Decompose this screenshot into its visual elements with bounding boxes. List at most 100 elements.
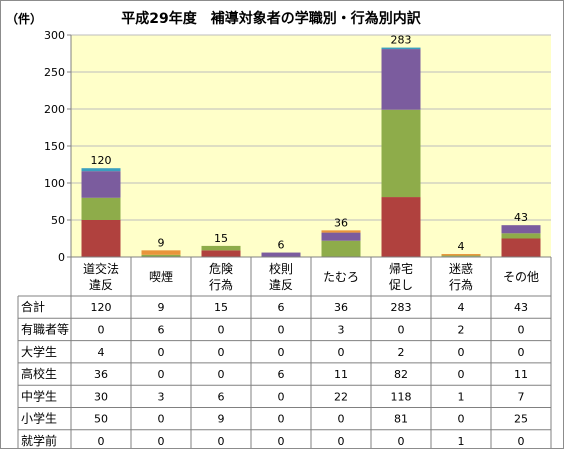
table-cell: 0 [278,413,285,426]
table-cell: 82 [394,368,408,381]
category-label: 迷惑 [449,262,473,276]
table-cell: 0 [278,323,285,336]
y-tick-label: 100 [44,177,65,190]
table-cell: 36 [334,301,348,314]
bar-segment [81,197,121,220]
table-cell: 0 [278,390,285,403]
table-cell: 283 [391,301,412,314]
bar-total-label: 9 [158,236,165,249]
table-cell: 0 [218,323,225,336]
table-cell: 7 [518,390,525,403]
y-tick-label: 250 [44,66,65,79]
table-row-label: 合計 [21,299,45,314]
table-cell: 0 [398,323,405,336]
grid-lines [71,34,551,221]
bar-segment [501,238,541,257]
table-cell: 30 [94,390,108,403]
bar-segment [201,250,241,257]
table-cell: 2 [458,323,465,336]
table-cell: 0 [398,435,405,448]
table-cell: 1 [458,390,465,403]
bar-segment [141,250,181,255]
category-label: 違反 [269,278,293,292]
table-cell: 0 [458,413,465,426]
total-labels: 120 9 15 6 36 283 4 43 [91,34,529,253]
table-cell: 0 [98,435,105,448]
table-cell: 0 [518,435,525,448]
y-tick-label: 0 [58,251,65,264]
table-cell: 9 [218,413,225,426]
y-tick-label: 50 [51,214,65,227]
table-cell: 9 [158,301,165,314]
bar-segment [321,240,361,257]
table-row-label: 大学生 [21,344,57,359]
bar-segment [261,252,301,257]
bar-segment [141,254,181,257]
bars [81,47,541,258]
bar-segment [381,47,421,50]
table-cell: 4 [458,301,465,314]
category-label: 違反 [89,278,113,292]
table-cell: 3 [338,323,345,336]
bar-segment [321,232,361,241]
table-cell: 0 [158,368,165,381]
table-row-label: 小学生 [21,411,57,426]
table-cell: 0 [278,435,285,448]
chart-title: 平成29年度 補導対象者の学職別・行為別内訳 [121,10,421,27]
table-cell: 22 [334,390,348,403]
category-label: その他 [503,270,539,284]
bar-segment [501,225,541,234]
y-tick-label: 300 [44,29,65,42]
table-cell: 6 [278,368,285,381]
table-cell: 0 [338,435,345,448]
bar-total-label: 4 [458,240,465,253]
category-label: 行為 [209,278,233,292]
bar-segment [381,49,421,110]
table-cell: 25 [514,413,528,426]
table-cell: 0 [218,368,225,381]
table-row-label: 就学前 [21,433,57,448]
bar-segment [81,220,121,257]
bar-segment [81,168,121,172]
bar-total-label: 15 [214,232,228,245]
bar-segment [201,245,241,251]
bar-total-label: 283 [391,34,412,47]
table-cell: 50 [94,413,108,426]
bar-total-label: 43 [514,211,528,224]
bar-segment [81,171,121,198]
category-label: 行為 [449,278,473,292]
table-cell: 1 [458,435,465,448]
table-cell: 0 [218,435,225,448]
table-cell: 15 [214,301,228,314]
table-row-label: 中学生 [21,388,57,403]
table-cell: 2 [398,346,405,359]
table-cell: 11 [334,368,348,381]
y-axis: 0 50 100 150 200 250 300 [44,29,72,264]
table-cell: 36 [94,368,108,381]
bar-total-label: 6 [278,239,285,252]
table-cell: 0 [218,346,225,359]
table-cell: 0 [278,346,285,359]
table-cell: 0 [458,368,465,381]
bar-segment [441,255,481,257]
bar-total-label: 120 [91,154,112,167]
table-cell: 6 [218,390,225,403]
table-cell: 6 [158,323,165,336]
bar-segment [381,197,421,257]
table-cell: 0 [458,346,465,359]
bar-segment [441,254,481,256]
category-label: 危険 [209,262,233,276]
table-row-label: 有職者等 [21,322,69,336]
category-label: たむろ [323,270,359,284]
table-cell: 0 [158,435,165,448]
category-label: 促し [389,278,413,292]
category-label: 喫煙 [149,270,173,284]
table-row-label: 高校生 [21,366,57,381]
y-tick-label: 200 [44,103,65,116]
table-cell: 11 [514,368,528,381]
table-cell: 0 [518,346,525,359]
table-cell: 6 [278,301,285,314]
